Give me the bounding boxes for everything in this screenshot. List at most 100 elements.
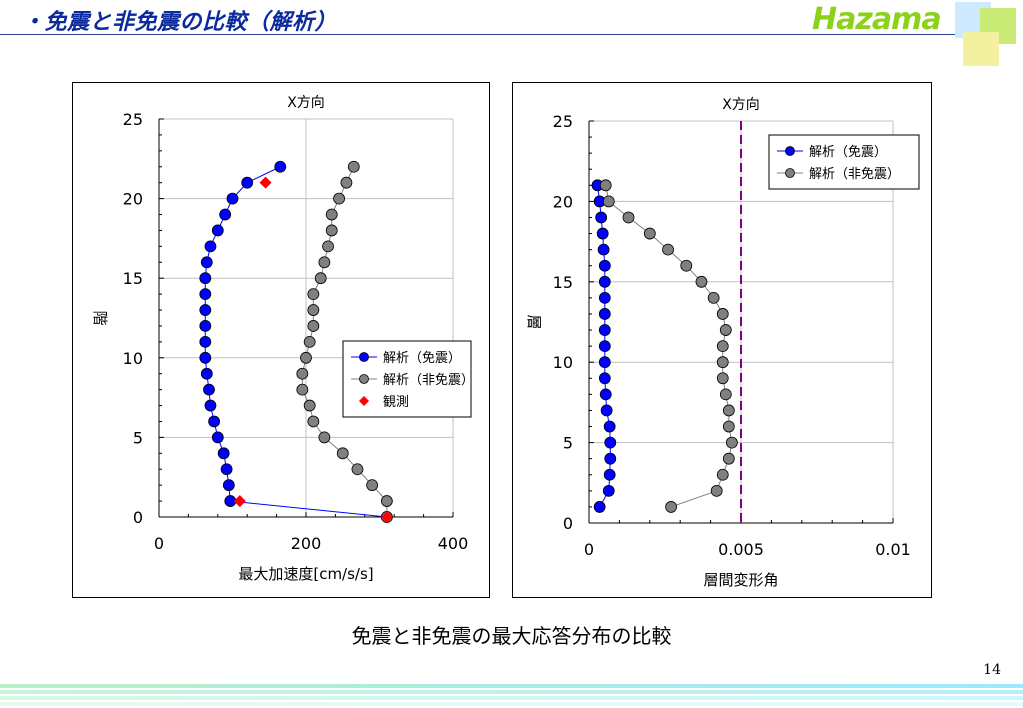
legend-label: 解析（免震） [809, 145, 887, 160]
data-point [598, 372, 611, 385]
data-point [325, 208, 338, 221]
y-tick-label: 0 [133, 508, 143, 527]
y-tick-label: 25 [553, 112, 573, 131]
data-point [695, 275, 708, 288]
data-point [707, 291, 720, 304]
data-point [593, 501, 606, 513]
data-point [722, 452, 735, 465]
data-point [318, 431, 331, 444]
data-point [716, 372, 729, 385]
page-number: 14 [983, 662, 1001, 678]
data-point [366, 479, 379, 492]
legend-marker [359, 374, 369, 384]
data-point-diamond [259, 176, 272, 189]
data-point [211, 224, 224, 237]
data-point [336, 447, 349, 460]
y-tick-label: 15 [123, 269, 143, 288]
data-point [274, 160, 287, 173]
decor-square [963, 32, 999, 66]
x-tick-label: 200 [291, 534, 322, 553]
figure-caption: 免震と非免震の最大応答分布の比較 [351, 624, 672, 648]
data-point [347, 160, 360, 173]
data-point [307, 320, 320, 332]
data-point [602, 484, 615, 497]
data-point [203, 383, 215, 396]
x-axis-label: 最大加速度[cm/s/s] [238, 565, 373, 583]
y-tick-label: 0 [563, 514, 573, 533]
chart-title: X方向 [722, 97, 760, 113]
chart-title: X方向 [287, 95, 325, 111]
data-point [665, 501, 677, 513]
data-point [241, 176, 254, 189]
data-point [333, 192, 345, 205]
legend-marker [785, 146, 795, 156]
legend-label: 解析（非免震） [809, 167, 900, 182]
legend-marker [359, 352, 369, 362]
data-point-diamond [233, 495, 246, 508]
data-point [598, 356, 611, 369]
footer-stripe [0, 690, 1023, 694]
data-point [307, 415, 320, 428]
footer-stripe [0, 696, 1023, 700]
data-point [722, 404, 735, 417]
data-point [600, 404, 613, 417]
data-point [598, 308, 611, 320]
data-point [199, 304, 212, 316]
data-point [710, 484, 723, 497]
data-point [643, 227, 656, 240]
data-point [217, 447, 230, 460]
legend-label: 解析（非免震） [383, 373, 474, 388]
company-logo: Hazama [812, 2, 942, 37]
x-tick-label: 0.01 [875, 540, 911, 559]
legend-marker [359, 396, 369, 406]
data-point [222, 479, 235, 492]
slide-title: ・免震と非免震の比較（解析） [22, 10, 338, 35]
data-point [604, 452, 617, 465]
x-tick-label: 0.005 [718, 540, 764, 559]
data-point [598, 259, 611, 272]
data-point [596, 227, 609, 240]
data-point [318, 256, 331, 269]
data-point [208, 415, 221, 428]
data-point [719, 324, 732, 336]
data-point [307, 288, 320, 301]
data-point [199, 288, 212, 301]
data-point [680, 259, 693, 272]
data-point [325, 224, 338, 237]
data-point [725, 436, 738, 449]
data-point [716, 468, 729, 481]
series-line [605, 185, 733, 508]
data-point [719, 388, 732, 401]
data-point [603, 468, 616, 481]
drift-chart-panel: 0 5 10 15 20 25 0 0.005 0.01 X方向 層間変形角 層 解析（免震） 解析（非免… [512, 82, 932, 598]
data-point [300, 351, 312, 364]
data-point [716, 356, 729, 369]
data-point [716, 340, 729, 353]
data-point [598, 291, 611, 304]
y-axis-label: 階 [91, 310, 109, 325]
y-tick-label: 5 [563, 434, 573, 453]
x-tick-label: 400 [438, 534, 469, 553]
data-point [599, 179, 612, 192]
data-point [380, 495, 393, 507]
data-point [598, 340, 611, 353]
data-point [226, 192, 239, 205]
data-point [340, 176, 353, 189]
y-tick-label: 5 [133, 428, 143, 447]
data-point [598, 275, 611, 288]
data-point [604, 436, 617, 449]
legend-label: 解析（免震） [383, 351, 461, 366]
data-point [322, 240, 334, 253]
data-point [303, 399, 316, 412]
data-point [199, 351, 212, 364]
title-divider [0, 34, 955, 35]
data-point [199, 320, 212, 332]
data-point [598, 324, 611, 336]
data-point [303, 335, 316, 348]
data-point [722, 420, 735, 433]
legend-label: 観測 [383, 395, 409, 410]
data-point [351, 463, 364, 476]
data-point [204, 240, 217, 253]
